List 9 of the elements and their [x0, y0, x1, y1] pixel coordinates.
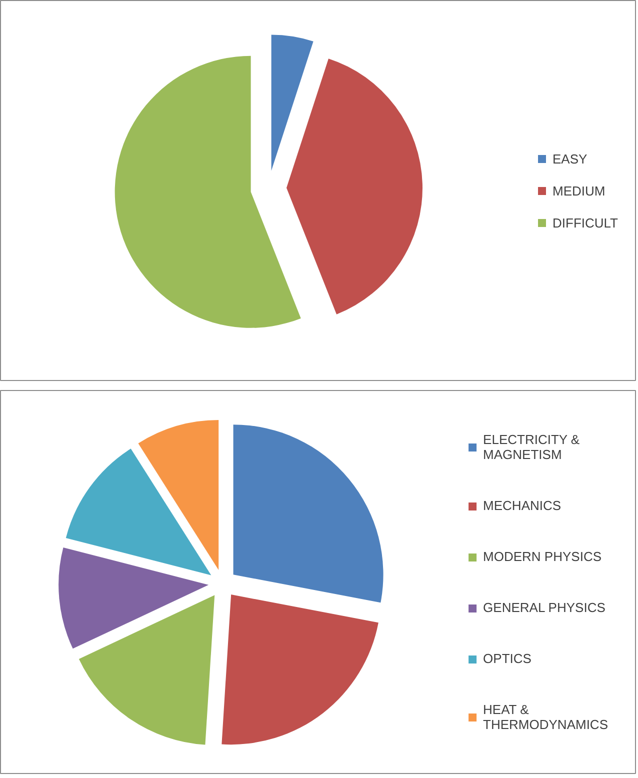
legend-label: ELECTRICITY & MAGNETISM — [483, 432, 580, 462]
legend-label: HEAT & THERMODYNAMICS — [483, 702, 608, 732]
legend-label: EASY — [552, 151, 588, 166]
legend-label: MECHANICS — [483, 498, 562, 513]
legend-label: MODERN PHYSICS — [483, 549, 602, 564]
legend-label: GENERAL PHYSICS — [483, 600, 606, 615]
legend-label: DIFFICULT — [552, 215, 618, 230]
legend-label: OPTICS — [483, 651, 532, 666]
legend-label: MEDIUM — [552, 183, 606, 198]
